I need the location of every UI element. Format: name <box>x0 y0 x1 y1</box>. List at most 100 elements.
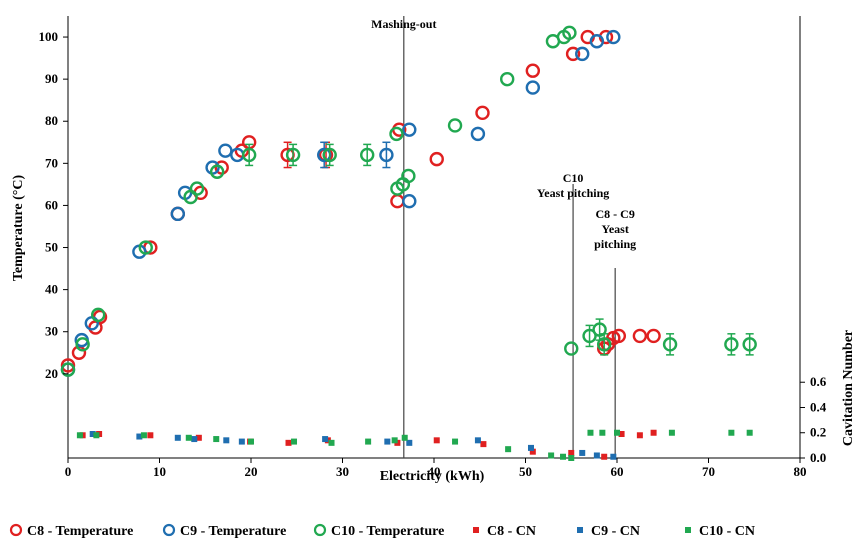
legend-marker-c10-temperature <box>313 523 327 537</box>
c10-cn-point <box>185 434 192 441</box>
c9-temperature-point <box>218 143 233 158</box>
y-tick-label: 60 <box>45 197 58 212</box>
c8-cn-point <box>618 431 625 438</box>
y2-tick-label: 0.2 <box>810 425 826 440</box>
c9-temperature-point <box>525 80 541 95</box>
c9-cn-point <box>474 437 481 444</box>
c10-temperature-point <box>562 25 577 41</box>
c10-temperature-point <box>360 147 375 163</box>
c10-temperature-point <box>60 362 76 377</box>
legend-label-c9-temperature: C9 - Temperature <box>180 524 286 539</box>
c8-cn-point <box>480 441 487 448</box>
c9-cn-point <box>238 438 245 445</box>
x-tick-label: 50 <box>519 464 532 479</box>
y2-tick-label: 0.4 <box>810 399 827 414</box>
c10-temperature-point <box>500 71 515 87</box>
c10-temperature-point <box>209 164 225 179</box>
y2-tick-label: 0.0 <box>810 450 826 465</box>
c8-temperature-point <box>475 105 490 121</box>
c8-cn-point <box>147 432 154 439</box>
c10-temperature-point <box>241 147 257 163</box>
y-tick-label: 50 <box>45 240 58 255</box>
c10-cn-point <box>614 429 620 436</box>
c10-temperature-point <box>742 337 757 352</box>
c10-cn-point <box>587 429 594 436</box>
c10-temperature-point <box>90 307 106 323</box>
legend-marker-c9-cn <box>577 527 583 533</box>
plot-frame <box>67 16 801 459</box>
c8-cn-point <box>529 448 536 455</box>
legend-label-c10-cn: C10 - CN <box>699 524 755 539</box>
c8-cn-point <box>568 449 575 456</box>
annotation-lines <box>403 16 616 458</box>
legend-marker-c9-temperature <box>162 523 176 537</box>
c10-temperature-point <box>401 168 416 184</box>
c10-temperature-point <box>592 322 607 337</box>
x-tick-label: 60 <box>611 464 624 479</box>
c8-temperature-point <box>611 328 627 344</box>
legend-label-c9-cn: C9 - CN <box>591 524 640 539</box>
c9-temperature-point <box>470 126 486 142</box>
c9-cn-point <box>610 453 617 460</box>
c10-temperature-point <box>189 181 205 196</box>
x-tick-label: 80 <box>794 464 807 479</box>
x-tick-label: 20 <box>245 464 258 479</box>
c10-cn-point <box>560 453 567 460</box>
c10-cn-point <box>452 438 459 445</box>
c9-cn-point <box>223 437 230 444</box>
c10-cn-point <box>93 432 100 439</box>
c9-temperature-point <box>402 122 417 137</box>
c9-temperature-point <box>379 147 394 163</box>
c8-temperature-point <box>565 46 581 62</box>
c9-temperature-point <box>575 46 590 62</box>
c10-cn-point <box>401 434 408 441</box>
y-tick-label: 40 <box>45 282 58 297</box>
legend-marker-c8-temperature <box>9 523 23 537</box>
c10-cn-point <box>391 437 398 444</box>
c9-cn-point <box>191 436 198 443</box>
c9-cn-point <box>527 444 534 451</box>
y2-axis-title: Cavitation Number <box>841 330 856 446</box>
c10-cn-point <box>76 432 83 439</box>
x-tick-label: 40 <box>428 464 441 479</box>
c8-cn-point <box>433 437 440 444</box>
data-layer <box>60 25 757 461</box>
c10-cn-point <box>505 446 512 453</box>
c10-cn-point <box>746 429 753 436</box>
c10-temperature-point <box>596 337 612 352</box>
x-tick-label: 10 <box>153 464 166 479</box>
c10-cn-point <box>291 438 298 445</box>
y-axis-title: Temperature (°C) <box>11 175 26 282</box>
c10-temperature-point <box>138 240 153 255</box>
c8-temperature-point <box>429 151 444 167</box>
y-tick-label: 20 <box>45 366 58 381</box>
y2-tick-label: 0.6 <box>810 374 827 389</box>
annotation-label: C10 <box>563 171 584 185</box>
y-tick-label: 100 <box>39 29 59 44</box>
c8-cn-point <box>195 434 202 441</box>
c10-temperature-point <box>724 337 739 352</box>
c8-temperature-point <box>632 328 648 344</box>
y-tick-label: 90 <box>45 71 58 86</box>
c10-temperature-point <box>389 126 404 142</box>
legend-label-c8-cn: C8 - CN <box>487 524 536 539</box>
c8-cn-point <box>636 432 643 439</box>
c10-temperature-point <box>582 328 597 344</box>
c8-temperature-point <box>390 194 405 209</box>
annotation-label: pitching <box>594 237 636 251</box>
c10-temperature-point <box>447 118 463 133</box>
x-tick-label: 70 <box>702 464 715 479</box>
c9-cn-point <box>593 452 600 459</box>
c8-cn-point <box>285 439 292 446</box>
c10-cn-point <box>568 455 575 461</box>
y-tick-label: 30 <box>45 324 58 339</box>
legend-label-c8-temperature: C8 - Temperature <box>27 524 133 539</box>
x-tick-label: 0 <box>65 464 72 479</box>
c9-cn-point <box>322 436 329 443</box>
legend-marker-c8-cn <box>473 527 479 533</box>
c10-cn-point <box>668 429 675 436</box>
c9-temperature-point <box>402 194 417 209</box>
c10-cn-point <box>548 452 555 459</box>
